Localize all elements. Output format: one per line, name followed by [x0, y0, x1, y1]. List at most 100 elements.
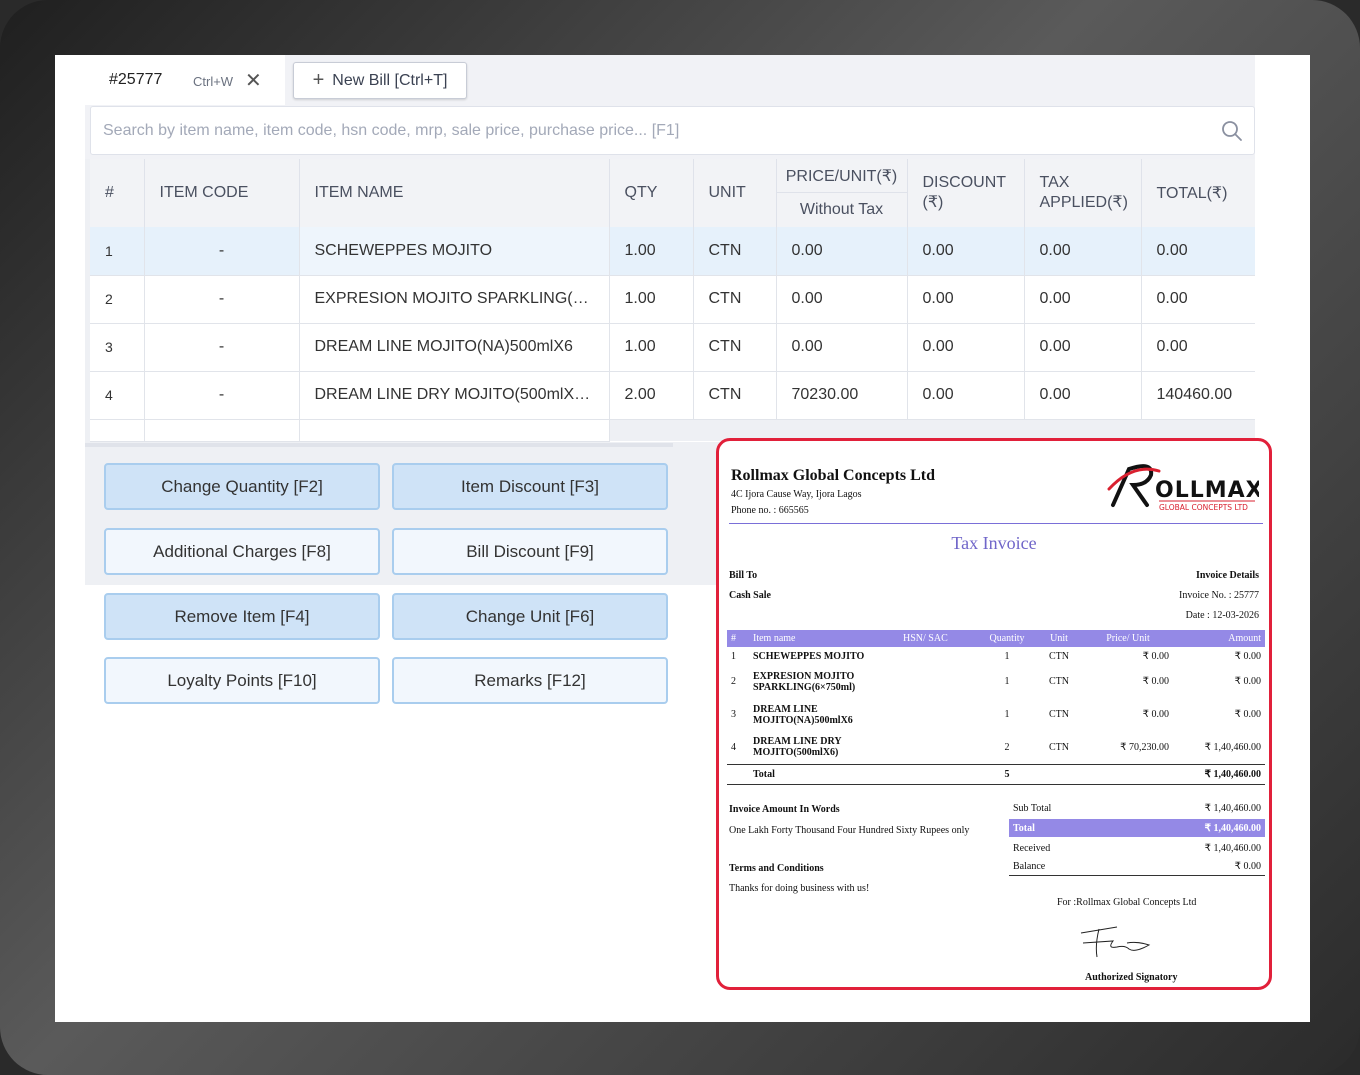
cell-unit[interactable]: CTN: [693, 371, 777, 420]
table-row-empty[interactable]: [90, 419, 1255, 442]
inv-cell-qty: 1: [1004, 676, 1010, 687]
bill-discount-button[interactable]: Bill Discount [F9]: [392, 528, 668, 575]
invoice-company-address: 4C Ijora Cause Way, Ijora Lagos: [731, 489, 862, 500]
table-row[interactable]: 4 - DREAM LINE DRY MOJITO(500mlX… 2.00 C…: [90, 371, 1255, 420]
invoice-item-row: 1 SCHEWEPPES MOJITO 1 CTN ₹ 0.00 ₹ 0.00: [727, 647, 1265, 665]
summary-label: Received: [1013, 842, 1051, 854]
terms-value: Thanks for doing business with us!: [729, 883, 870, 894]
inv-cell-empty: [899, 763, 979, 785]
cell-item-name[interactable]: DREAM LINE MOJITO(NA)500mlX6: [299, 323, 610, 372]
authorized-signatory: Authorized Signatory: [1085, 972, 1178, 983]
summary-row-received: Received ₹ 1,40,460.00: [1009, 839, 1265, 857]
cell-discount[interactable]: 0.00: [907, 227, 1025, 276]
item-discount-button[interactable]: Item Discount [F3]: [392, 463, 668, 510]
inv-col-qty: Quantity: [979, 630, 1035, 647]
table-row[interactable]: 1 - SCHEWEPPES MOJITO 1.00 CTN 0.00 0.00…: [90, 227, 1255, 276]
search-icon[interactable]: [1220, 119, 1244, 143]
inv-cell-num: 4: [731, 741, 736, 753]
summary-row-balance: Balance ₹ 0.00: [1009, 858, 1265, 876]
inv-cell-name: DREAM LINE DRY MOJITO(500mlX6): [753, 736, 842, 759]
inv-cell-amount: ₹ 0.00: [1234, 650, 1261, 662]
search-box: [90, 106, 1255, 155]
close-icon[interactable]: ✕: [245, 70, 262, 92]
inv-col-num: #: [727, 630, 749, 647]
invoice-date: Date : 12-03-2026: [1185, 610, 1259, 621]
cell-discount[interactable]: 0.00: [907, 275, 1025, 324]
cell-price[interactable]: 0.00: [776, 227, 908, 276]
cell-discount[interactable]: 0.00: [907, 323, 1025, 372]
inv-cell-unit: CTN: [1049, 676, 1069, 687]
inv-cell-hsn: [899, 698, 979, 731]
inv-cell-unit: CTN: [1049, 741, 1069, 753]
inv-cell-price: ₹ 0.00: [1142, 709, 1169, 720]
inv-cell-hsn: [899, 731, 979, 764]
logo-subtitle: GLOBAL CONCEPTS LTD: [1159, 503, 1248, 512]
cell-unit[interactable]: CTN: [693, 275, 777, 324]
inv-col-name: Item name: [749, 630, 899, 647]
additional-charges-button[interactable]: Additional Charges [F8]: [104, 528, 380, 575]
cell-num: 2: [90, 275, 145, 324]
cell-qty[interactable]: 1.00: [609, 323, 694, 372]
invoice-item-row: 2 EXPRESION MOJITO SPARKLING(6×750ml) 1 …: [727, 665, 1265, 698]
cell-item-name[interactable]: DREAM LINE DRY MOJITO(500mlX…: [299, 371, 610, 420]
inv-total-label: Total: [749, 763, 899, 785]
cell-empty: [299, 419, 610, 442]
search-input[interactable]: [103, 118, 1203, 144]
terms-label: Terms and Conditions: [729, 863, 824, 874]
remove-item-button[interactable]: Remove Item [F4]: [104, 593, 380, 640]
inv-cell-price: ₹ 0.00: [1142, 676, 1169, 687]
cell-price[interactable]: 70230.00: [776, 371, 908, 420]
cell-discount[interactable]: 0.00: [907, 371, 1025, 420]
cell-item-name[interactable]: EXPRESION MOJITO SPARKLING(6…: [299, 275, 610, 324]
inv-total-amount: ₹ 1,40,460.00: [1173, 763, 1265, 785]
cell-item-code: -: [144, 275, 300, 324]
inv-cell-amount: ₹ 0.00: [1234, 676, 1261, 687]
tab-close-shortcut: Ctrl+W: [193, 74, 234, 89]
bill-tab-bar: #25777 Ctrl+W ✕ + New Bill [Ctrl+T]: [85, 55, 1255, 105]
cell-tax: 0.00: [1024, 275, 1142, 324]
cell-empty: [609, 419, 1255, 441]
summary-row-subtotal: Sub Total ₹ 1,40,460.00: [1009, 799, 1265, 817]
table-row[interactable]: 2 - EXPRESION MOJITO SPARKLING(6… 1.00 C…: [90, 275, 1255, 324]
inv-cell-name: SCHEWEPPES MOJITO: [753, 650, 865, 662]
cell-qty[interactable]: 1.00: [609, 227, 694, 276]
cell-unit[interactable]: CTN: [693, 227, 777, 276]
summary-value: ₹ 1,40,460.00: [1204, 802, 1261, 814]
inv-cell-qty: 1: [1004, 650, 1010, 662]
inv-cell-num: 1: [731, 650, 736, 662]
inv-cell-name: DREAM LINE MOJITO(NA)500mlX6: [753, 703, 853, 726]
summary-value: ₹ 1,40,460.00: [1204, 822, 1261, 834]
col-header-discount: DISCOUNT (₹): [907, 159, 1025, 227]
cell-price[interactable]: 0.00: [776, 275, 908, 324]
cell-num: 3: [90, 323, 145, 372]
cell-unit[interactable]: CTN: [693, 323, 777, 372]
inv-cell-amount: ₹ 0.00: [1234, 709, 1261, 720]
summary-label: Total: [1013, 822, 1035, 834]
cell-price[interactable]: 0.00: [776, 323, 908, 372]
tab-bill-active[interactable]: #25777 Ctrl+W ✕: [85, 55, 285, 105]
cell-tax: 0.00: [1024, 227, 1142, 276]
cell-qty[interactable]: 1.00: [609, 275, 694, 324]
logo-wordmark: OLLMAX: [1155, 478, 1259, 503]
change-unit-button[interactable]: Change Unit [F6]: [392, 593, 668, 640]
col-header-num: #: [90, 159, 145, 227]
cell-item-name[interactable]: SCHEWEPPES MOJITO: [299, 227, 610, 276]
new-bill-button[interactable]: + New Bill [Ctrl+T]: [293, 62, 467, 99]
invoice-company-name: Rollmax Global Concepts Ltd: [731, 467, 936, 484]
table-header-row: # ITEM CODE ITEM NAME QTY UNIT PRICE/UNI…: [90, 159, 1255, 227]
cell-tax: 0.00: [1024, 323, 1142, 372]
cell-total: 0.00: [1141, 275, 1255, 324]
loyalty-points-button[interactable]: Loyalty Points [F10]: [104, 657, 380, 704]
invoice-preview: Rollmax Global Concepts Ltd 4C Ijora Cau…: [716, 438, 1272, 990]
summary-value: ₹ 0.00: [1234, 861, 1261, 872]
amount-in-words-label: Invoice Amount In Words: [729, 804, 840, 815]
cell-qty[interactable]: 2.00: [609, 371, 694, 420]
table-row[interactable]: 3 - DREAM LINE MOJITO(NA)500mlX6 1.00 CT…: [90, 323, 1255, 372]
signature-image: [1080, 926, 1151, 958]
col-header-total: TOTAL(₹): [1141, 159, 1255, 227]
plus-icon: +: [312, 69, 325, 91]
change-quantity-button[interactable]: Change Quantity [F2]: [104, 463, 380, 510]
inv-cell-name: EXPRESION MOJITO SPARKLING(6×750ml): [753, 670, 856, 693]
remarks-button[interactable]: Remarks [F12]: [392, 657, 668, 704]
